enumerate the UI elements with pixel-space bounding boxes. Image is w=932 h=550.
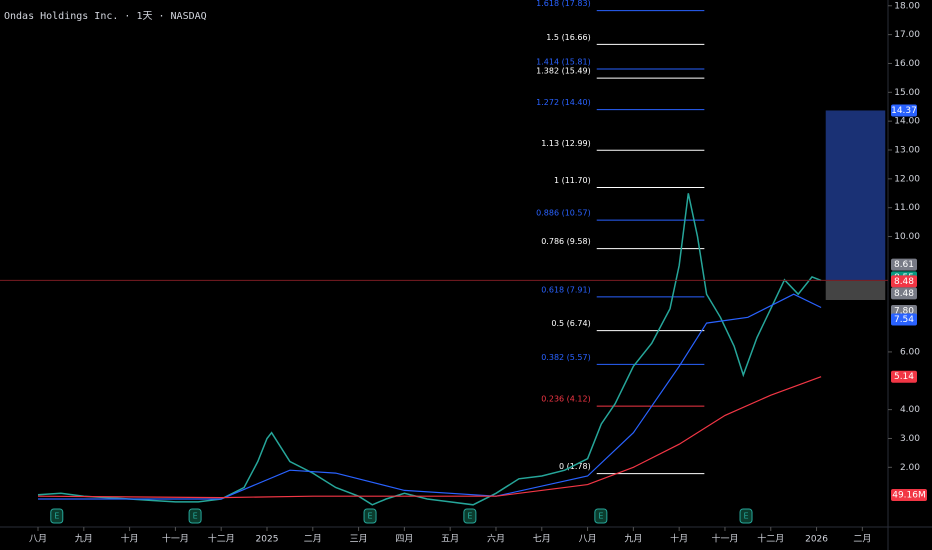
y-tick-label: 15.00 [894, 88, 920, 98]
x-tick-label: 2026 [805, 535, 828, 545]
x-tick-label: 五月 [441, 534, 459, 545]
earnings-marker [463, 508, 477, 524]
series-line [38, 293, 822, 500]
price-label-box [891, 370, 917, 383]
fib-label: 1 (11.70) [554, 176, 591, 185]
series-line [37, 193, 822, 506]
earnings-marker [188, 508, 202, 524]
target-zone [825, 110, 886, 281]
x-tick-label: 十二月 [757, 533, 784, 545]
price-label: 5.14 [894, 372, 914, 382]
price-label: 8.61 [894, 260, 914, 270]
x-tick-label: 十一月 [162, 533, 189, 545]
y-tick-label: 12.00 [894, 174, 920, 184]
fib-label: 0.382 (5.57) [541, 353, 591, 362]
fib-label: 1.414 (15.81) [536, 57, 591, 66]
price-label: 7.80 [894, 307, 914, 317]
y-tick-label: 3.00 [900, 434, 920, 444]
fib-label: 1.13 (12.99) [541, 139, 591, 148]
x-tick-label: 十月 [670, 533, 688, 545]
x-tick-label: 十二月 [208, 533, 235, 545]
x-tick-label: 九月 [75, 534, 93, 545]
earnings-label: E [193, 512, 198, 521]
earnings-label: E [598, 512, 603, 521]
earnings-label: E [467, 512, 472, 521]
x-tick-label: 四月 [395, 534, 413, 545]
y-tick-label: 6.00 [900, 347, 920, 357]
fib-label: 0 (1.78) [559, 462, 591, 471]
x-tick-label: 九月 [624, 534, 642, 545]
earnings-label: E [368, 512, 373, 521]
y-tick-label: 4.00 [900, 405, 920, 415]
earnings-marker [363, 508, 377, 524]
x-tick-label: 二月 [304, 534, 322, 545]
y-tick-label: 18.00 [894, 1, 920, 11]
x-tick-label: 二月 [853, 534, 871, 545]
x-tick-label: 六月 [487, 533, 505, 545]
chart-title: Ondas Holdings Inc. · 1天 · NASDAQ [4, 11, 207, 22]
y-tick-label: 16.00 [894, 59, 920, 69]
fib-label: 1.5 (16.66) [546, 33, 590, 42]
fib-label: 1.382 (15.49) [536, 67, 591, 76]
earnings-marker [594, 508, 608, 524]
x-tick-label: 八月 [579, 534, 597, 545]
earnings-label: E [743, 512, 748, 521]
fib-label: 1.272 (14.40) [536, 98, 591, 107]
y-tick-label: 10.00 [894, 232, 920, 242]
x-tick-label: 三月 [350, 534, 368, 545]
stop-zone [825, 280, 886, 300]
y-tick-label: 11.00 [894, 203, 920, 213]
fib-label: 0.618 (7.91) [541, 285, 591, 294]
x-tick-label: 十月 [121, 533, 139, 545]
x-tick-label: 十一月 [711, 533, 738, 545]
x-tick-label: 七月 [533, 534, 551, 545]
y-tick-label: 2.00 [900, 463, 920, 473]
volume-label-box [891, 489, 927, 501]
x-tick-label: 2025 [256, 535, 279, 545]
volume-label: 49.16M [892, 491, 926, 501]
price-label-box [891, 287, 917, 300]
fib-label: 0.786 (9.58) [541, 237, 591, 246]
price-label: 14.37 [891, 106, 917, 116]
earnings-marker [50, 508, 64, 524]
fib-label: 0.886 (10.57) [536, 209, 591, 218]
price-label: 8.48 [894, 289, 914, 299]
y-tick-label: 14.00 [894, 117, 920, 127]
x-tick-label: 八月 [29, 534, 47, 545]
price-label-box [891, 275, 917, 288]
price-label-box [891, 313, 917, 326]
earnings-marker [739, 508, 753, 524]
y-tick-label: 17.00 [894, 30, 920, 40]
price-label: 8.48 [894, 277, 914, 287]
series-line [37, 376, 822, 499]
fib-label: 0.5 (6.74) [551, 319, 590, 328]
fib-label: 0.236 (4.12) [541, 395, 591, 404]
price-label-box [891, 104, 917, 117]
fib-label: 1.618 (17.83) [536, 0, 591, 8]
earnings-label: E [54, 512, 59, 521]
price-label: 7.54 [894, 315, 914, 325]
y-tick-label: 13.00 [894, 146, 920, 156]
price-label-box [891, 258, 917, 271]
